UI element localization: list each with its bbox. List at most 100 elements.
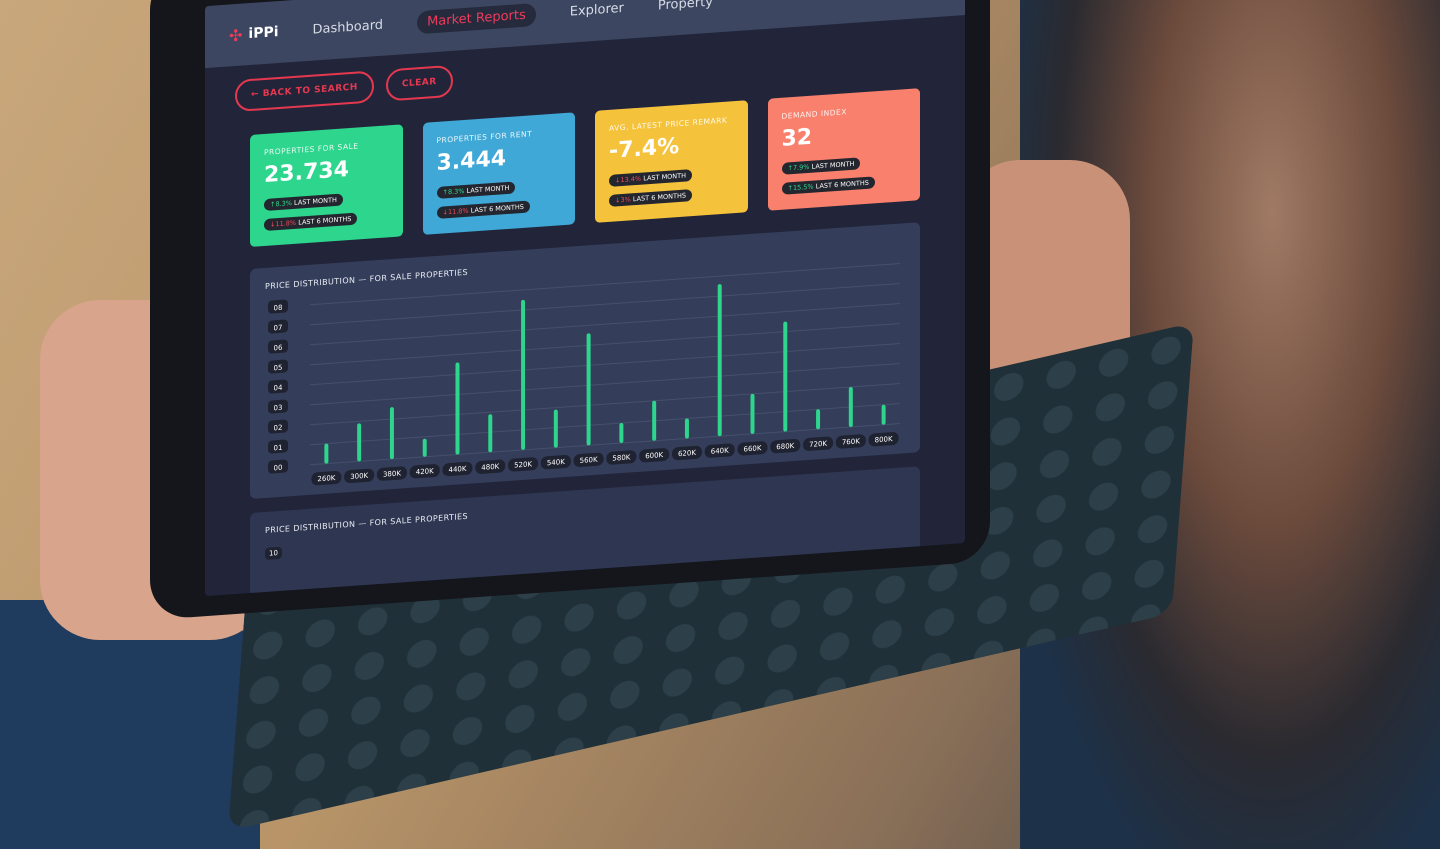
last-6-months-chip: ↓11.8% LAST 6 MONTHS: [436, 200, 530, 219]
change-value: 13.4%: [620, 174, 642, 185]
dashboard-screen: ✣ iPPi Dashboard Market Reports Explorer …: [205, 0, 965, 597]
x-tick-label: 800K: [875, 435, 893, 444]
brand-name: iPPi: [248, 24, 279, 43]
x-tick-label: 520K: [514, 460, 532, 469]
bar-520K[interactable]: [521, 299, 526, 450]
y-tick-label: 04: [274, 384, 283, 393]
gridline: [310, 343, 900, 386]
y-tick: 10: [265, 546, 282, 560]
y-tick-label: 05: [274, 364, 283, 373]
tablet: ✣ iPPi Dashboard Market Reports Explorer …: [150, 0, 990, 620]
gridline: [310, 283, 900, 326]
x-tick-bg: [376, 466, 407, 481]
x-tick-label: 620K: [678, 449, 696, 458]
second-chart-title: PRICE DISTRIBUTION — FOR SALE PROPERTIES: [265, 511, 468, 535]
bar-440K[interactable]: [455, 362, 460, 455]
last-6-months-chip: ↓11.8% LAST 6 MONTHS: [264, 212, 358, 232]
y-tick-bg: [268, 379, 288, 394]
last-6-months-chip: ↓3% LAST 6 MONTHS: [609, 189, 692, 207]
x-tick-label: 540K: [547, 458, 565, 467]
y-tick-bg: [268, 439, 288, 454]
change-label: LAST 6 MONTHS: [815, 178, 869, 191]
change-label: LAST MONTH: [466, 183, 510, 195]
bar-560K[interactable]: [586, 333, 591, 446]
card-value: 23.734: [264, 157, 349, 189]
x-tick-label: 720K: [809, 440, 827, 449]
change-value: 11.8%: [447, 206, 469, 217]
y-tick-label: 01: [274, 444, 283, 453]
bar-720K[interactable]: [816, 409, 821, 430]
x-tick-label: 480K: [481, 463, 499, 472]
x-tick-label: 560K: [580, 456, 598, 465]
price-distribution-chart: PRICE DISTRIBUTION — FOR SALE PROPERTIES…: [250, 222, 920, 500]
bar-600K[interactable]: [652, 400, 657, 441]
y-tick-bg: [268, 459, 288, 474]
bar-300K[interactable]: [357, 423, 362, 462]
change-value: 3%: [620, 195, 631, 205]
bar-620K[interactable]: [684, 418, 689, 439]
change-label: LAST MONTH: [643, 171, 687, 183]
nav-explorer[interactable]: Explorer: [569, 0, 624, 20]
change-label: LAST 6 MONTHS: [298, 214, 352, 227]
chart-svg: 00 01 02 03 04 05 06 07 08 260K 300K 380K 420K 440K 48…: [268, 263, 900, 486]
gridline: [310, 403, 900, 446]
x-tick-bg: [704, 443, 735, 458]
x-tick-label: 440K: [449, 465, 467, 474]
bar-660K[interactable]: [750, 393, 755, 434]
bar-800K[interactable]: [881, 404, 886, 425]
bar-260K[interactable]: [324, 443, 329, 464]
gridline: [310, 383, 900, 426]
x-tick-label: 300K: [350, 472, 368, 481]
x-tick-bg: [409, 464, 440, 479]
logo-icon: ✣: [229, 25, 243, 45]
x-tick-label: 380K: [383, 469, 401, 478]
bar-680K[interactable]: [783, 321, 788, 432]
x-tick-bg: [442, 461, 473, 477]
brand-logo[interactable]: ✣ iPPi: [229, 23, 279, 45]
x-tick-label: 680K: [776, 442, 794, 451]
bar-640K[interactable]: [717, 284, 722, 437]
x-tick-bg: [671, 445, 702, 461]
y-tick-bg: [268, 399, 288, 414]
change-value: 15.5%: [792, 182, 814, 193]
y-tick-label: 08: [274, 304, 283, 313]
card-title: PROPERTIES FOR RENT: [436, 129, 533, 145]
change-value: 8.3%: [275, 199, 292, 209]
card-value: 32: [781, 124, 813, 152]
arrow-left-icon: ←: [251, 89, 263, 100]
y-tick-bg: [268, 419, 288, 434]
bar-580K[interactable]: [619, 423, 624, 444]
bar-540K[interactable]: [553, 409, 558, 448]
change-label: LAST 6 MONTHS: [632, 191, 686, 204]
clear-button[interactable]: CLEAR: [385, 64, 453, 102]
change-label: LAST 6 MONTHS: [470, 202, 524, 215]
x-tick-label: 580K: [612, 453, 630, 462]
gridline: [310, 263, 900, 306]
y-tick-bg: [268, 319, 288, 334]
bar-760K[interactable]: [848, 386, 853, 427]
y-tick-label: 02: [274, 424, 283, 433]
x-tick-label: 640K: [711, 447, 729, 456]
x-tick-bg: [475, 459, 506, 474]
x-tick-bg: [540, 454, 571, 470]
nav-dashboard[interactable]: Dashboard: [312, 17, 384, 38]
back-to-search-button[interactable]: ← BACK TO SEARCH: [235, 70, 374, 113]
x-tick-label: 660K: [744, 444, 762, 453]
nav-market-reports[interactable]: Market Reports: [417, 2, 536, 34]
nav-property[interactable]: Property: [657, 0, 713, 13]
bar-380K[interactable]: [389, 407, 394, 460]
gridline: [310, 423, 900, 466]
x-tick-bg: [311, 471, 342, 486]
x-tick-bg: [868, 432, 899, 447]
bar-420K[interactable]: [422, 438, 427, 457]
x-tick-label: 760K: [842, 437, 860, 446]
bar-480K[interactable]: [488, 414, 493, 453]
x-tick-bg: [803, 436, 834, 451]
x-tick-label: 420K: [416, 467, 434, 476]
gridline: [310, 303, 900, 346]
y-tick-label: 00: [274, 464, 283, 473]
x-tick-bg: [344, 468, 375, 484]
x-tick-bg: [770, 438, 801, 454]
kpi-card: DEMAND INDEX 32 ↑7.9% LAST MONTH ↑15.5% …: [767, 88, 920, 211]
x-tick-label: 600K: [645, 451, 663, 460]
